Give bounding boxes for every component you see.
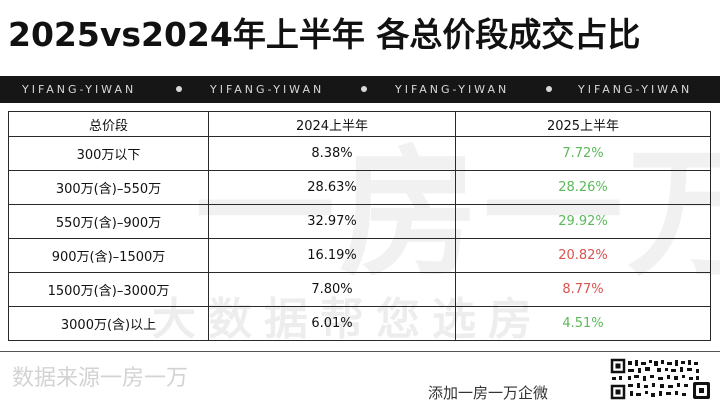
value-2025-cell: 28.26% — [455, 170, 711, 205]
column-header-2025: 2025上半年 — [455, 111, 711, 137]
banner-dot-icon — [361, 86, 367, 92]
banner-text: YIFANG-YIWAN — [395, 83, 510, 96]
value-2025-cell: 4.51% — [455, 306, 711, 341]
banner-dot-icon — [546, 86, 552, 92]
price-segment-table: 总价段 2024上半年 2025上半年 300万以下 8.38% 7.72% 300万… — [8, 111, 711, 341]
segment-cell: 1500万(含)–3000万 — [8, 272, 209, 307]
value-2025-cell: 29.92% — [455, 204, 711, 239]
table-row: 900万(含)–1500万 16.19% 20.82% — [8, 238, 711, 273]
segment-cell: 3000万(含)以上 — [8, 306, 209, 341]
data-source-note: 数据来源一房一万 — [12, 366, 189, 391]
segment-cell: 550万(含)–900万 — [8, 204, 209, 239]
column-header-segment: 总价段 — [8, 111, 209, 137]
value-2025-cell: 7.72% — [455, 136, 711, 171]
value-2025-cell: 20.82% — [455, 238, 711, 273]
table-header-row: 总价段 2024上半年 2025上半年 — [8, 111, 711, 137]
segment-cell: 300万(含)–550万 — [8, 170, 209, 205]
value-2024-cell: 7.80% — [208, 272, 456, 307]
column-header-2024: 2024上半年 — [208, 111, 456, 137]
value-2025-cell: 8.77% — [455, 272, 711, 307]
banner-text: YIFANG-YIWAN — [578, 83, 693, 96]
value-2024-cell: 16.19% — [208, 238, 456, 273]
banner-text: YIFANG-YIWAN — [210, 83, 325, 96]
footer-divider — [0, 351, 720, 352]
brand-banner: YIFANG-YIWAN YIFANG-YIWAN YIFANG-YIWAN Y… — [0, 76, 720, 103]
segment-cell: 900万(含)–1500万 — [8, 238, 209, 273]
table-row: 300万(含)–550万 28.63% 28.26% — [8, 170, 711, 205]
table-row: 300万以下 8.38% 7.72% — [8, 136, 711, 171]
table-row: 550万(含)–900万 32.97% 29.92% — [8, 204, 711, 239]
table-row: 3000万(含)以上 6.01% 4.51% — [8, 306, 711, 341]
value-2024-cell: 28.63% — [208, 170, 456, 205]
page-title: 2025vs2024年上半年 各总价段成交占比 — [8, 15, 641, 54]
wechat-prompt: 添加一房一万企微 — [428, 384, 549, 402]
value-2024-cell: 8.38% — [208, 136, 456, 171]
table-row: 1500万(含)–3000万 7.80% 8.77% — [8, 272, 711, 307]
segment-cell: 300万以下 — [8, 136, 209, 171]
value-2024-cell: 6.01% — [208, 306, 456, 341]
value-2024-cell: 32.97% — [208, 204, 456, 239]
banner-text: YIFANG-YIWAN — [22, 83, 137, 96]
banner-dot-icon — [176, 86, 182, 92]
qr-code-icon — [610, 358, 710, 400]
